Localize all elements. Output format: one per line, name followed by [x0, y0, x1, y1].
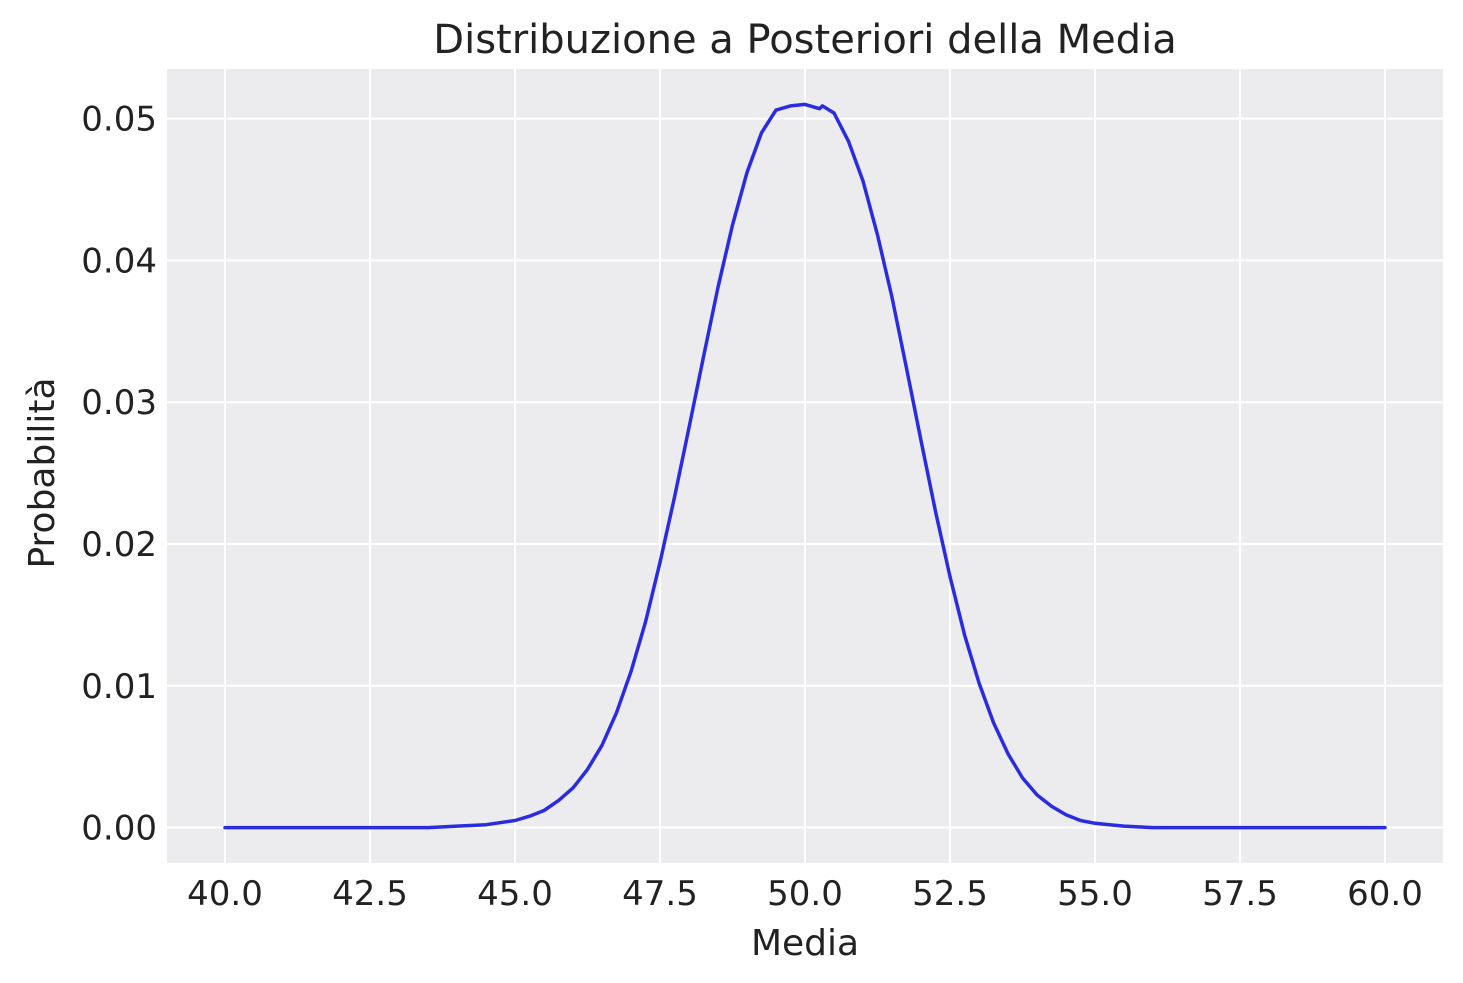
chart-title: Distribuzione a Posteriori della Media: [433, 17, 1176, 63]
x-axis-label: Media: [751, 923, 859, 964]
x-tick-label: 50.0: [767, 874, 843, 914]
x-tick-label: 55.0: [1057, 874, 1133, 914]
x-tick-label: 52.5: [912, 874, 988, 914]
y-axis-label: Probabilità: [22, 377, 63, 568]
x-tick-label: 57.5: [1202, 874, 1278, 914]
y-tick-label: 0.02: [81, 525, 157, 565]
x-tick-label: 42.5: [332, 874, 408, 914]
x-tick-label: 60.0: [1347, 874, 1423, 914]
y-tick-label: 0.01: [81, 667, 157, 707]
series-line: [223, 102, 1387, 830]
y-tick-label: 0.05: [81, 100, 157, 140]
series-layer: [223, 102, 1387, 830]
y-tick-label: 0.04: [81, 241, 157, 281]
x-tick-labels: 40.0 42.5 45.0 47.5 50.0 52.5 55.0 57.5 60.0: [187, 874, 1423, 914]
x-tick-label: 47.5: [622, 874, 698, 914]
y-tick-label: 0.00: [81, 809, 157, 849]
x-tick-label: 40.0: [187, 874, 263, 914]
y-tick-labels: 0.00 0.01 0.02 0.03 0.04 0.05: [81, 100, 157, 849]
y-tick-label: 0.03: [81, 383, 157, 423]
x-tick-label: 45.0: [477, 874, 553, 914]
